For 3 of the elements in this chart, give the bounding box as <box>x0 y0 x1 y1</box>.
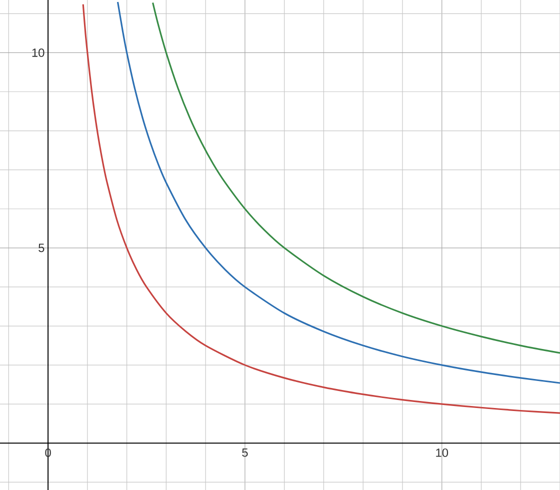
x-tick-label: 10 <box>436 448 448 457</box>
x-tick-label: 5 <box>242 448 248 457</box>
line-series <box>152 2 560 354</box>
